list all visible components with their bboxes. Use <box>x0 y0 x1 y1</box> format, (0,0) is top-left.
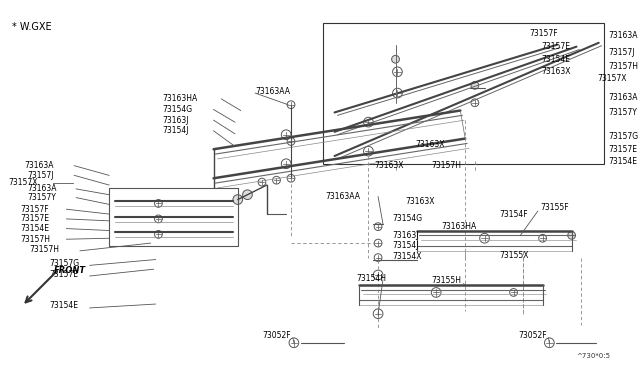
Text: 73157H: 73157H <box>609 62 639 71</box>
Text: 73157X: 73157X <box>598 74 627 83</box>
Text: 73157E: 73157E <box>20 214 49 224</box>
Text: 73163X: 73163X <box>541 67 571 76</box>
Circle shape <box>471 81 479 89</box>
Text: 73154E: 73154E <box>20 224 49 233</box>
Text: 73163A: 73163A <box>28 185 58 193</box>
Text: 73154J: 73154J <box>392 241 419 250</box>
Text: 73163X: 73163X <box>415 140 444 149</box>
Text: 73157H: 73157H <box>29 246 60 254</box>
Text: 73157G: 73157G <box>609 132 639 141</box>
Text: 73154E: 73154E <box>609 157 637 166</box>
Text: 73163A: 73163A <box>609 93 638 102</box>
Text: 73157Y: 73157Y <box>28 193 57 202</box>
Text: 73157H: 73157H <box>20 235 50 244</box>
Text: 73163J: 73163J <box>163 116 189 125</box>
Text: 73157X: 73157X <box>8 177 38 187</box>
Text: 73157E: 73157E <box>609 145 637 154</box>
Circle shape <box>243 190 252 199</box>
Text: 73157G: 73157G <box>49 259 79 268</box>
Text: 73163HA: 73163HA <box>441 222 476 231</box>
Text: * W.GXE: * W.GXE <box>12 22 52 32</box>
Text: 73163X: 73163X <box>374 161 404 170</box>
Text: 73157J: 73157J <box>609 48 635 57</box>
Text: 73163AA: 73163AA <box>255 87 290 96</box>
Text: 73155F: 73155F <box>541 203 570 212</box>
Text: 73154G: 73154G <box>392 214 423 224</box>
Text: 73157J: 73157J <box>28 171 54 180</box>
Text: 73157E: 73157E <box>541 42 571 51</box>
Text: 73052F: 73052F <box>518 331 547 340</box>
Circle shape <box>233 195 243 204</box>
Text: 73154H: 73154H <box>357 275 387 283</box>
Text: 73157Y: 73157Y <box>609 108 637 117</box>
Text: 73163AA: 73163AA <box>325 192 360 201</box>
Text: 73154J: 73154J <box>163 126 189 135</box>
Text: 73154F: 73154F <box>499 209 528 219</box>
Text: 73155H: 73155H <box>431 276 461 285</box>
Text: 73157H: 73157H <box>431 161 461 170</box>
Circle shape <box>392 55 399 63</box>
Text: 73157E: 73157E <box>49 270 78 279</box>
Text: 73155X: 73155X <box>499 251 529 260</box>
Circle shape <box>568 231 575 239</box>
Text: 73154E: 73154E <box>49 301 78 311</box>
Text: 73163A: 73163A <box>609 31 638 39</box>
Text: 73154X: 73154X <box>392 252 422 261</box>
Text: 73157F: 73157F <box>20 205 49 214</box>
Text: 73163X: 73163X <box>405 197 435 206</box>
Bar <box>323 23 604 164</box>
Text: 73163A: 73163A <box>24 161 53 170</box>
Text: 73163J: 73163J <box>392 231 419 240</box>
Text: FRONT: FRONT <box>54 266 86 275</box>
Text: 73154G: 73154G <box>163 105 193 114</box>
Text: ^730*0:5: ^730*0:5 <box>577 353 611 359</box>
Text: 73157F: 73157F <box>529 29 557 38</box>
Text: 73052F: 73052F <box>262 331 291 340</box>
Text: 73154E: 73154E <box>541 55 571 64</box>
Text: 73163HA: 73163HA <box>163 94 198 103</box>
